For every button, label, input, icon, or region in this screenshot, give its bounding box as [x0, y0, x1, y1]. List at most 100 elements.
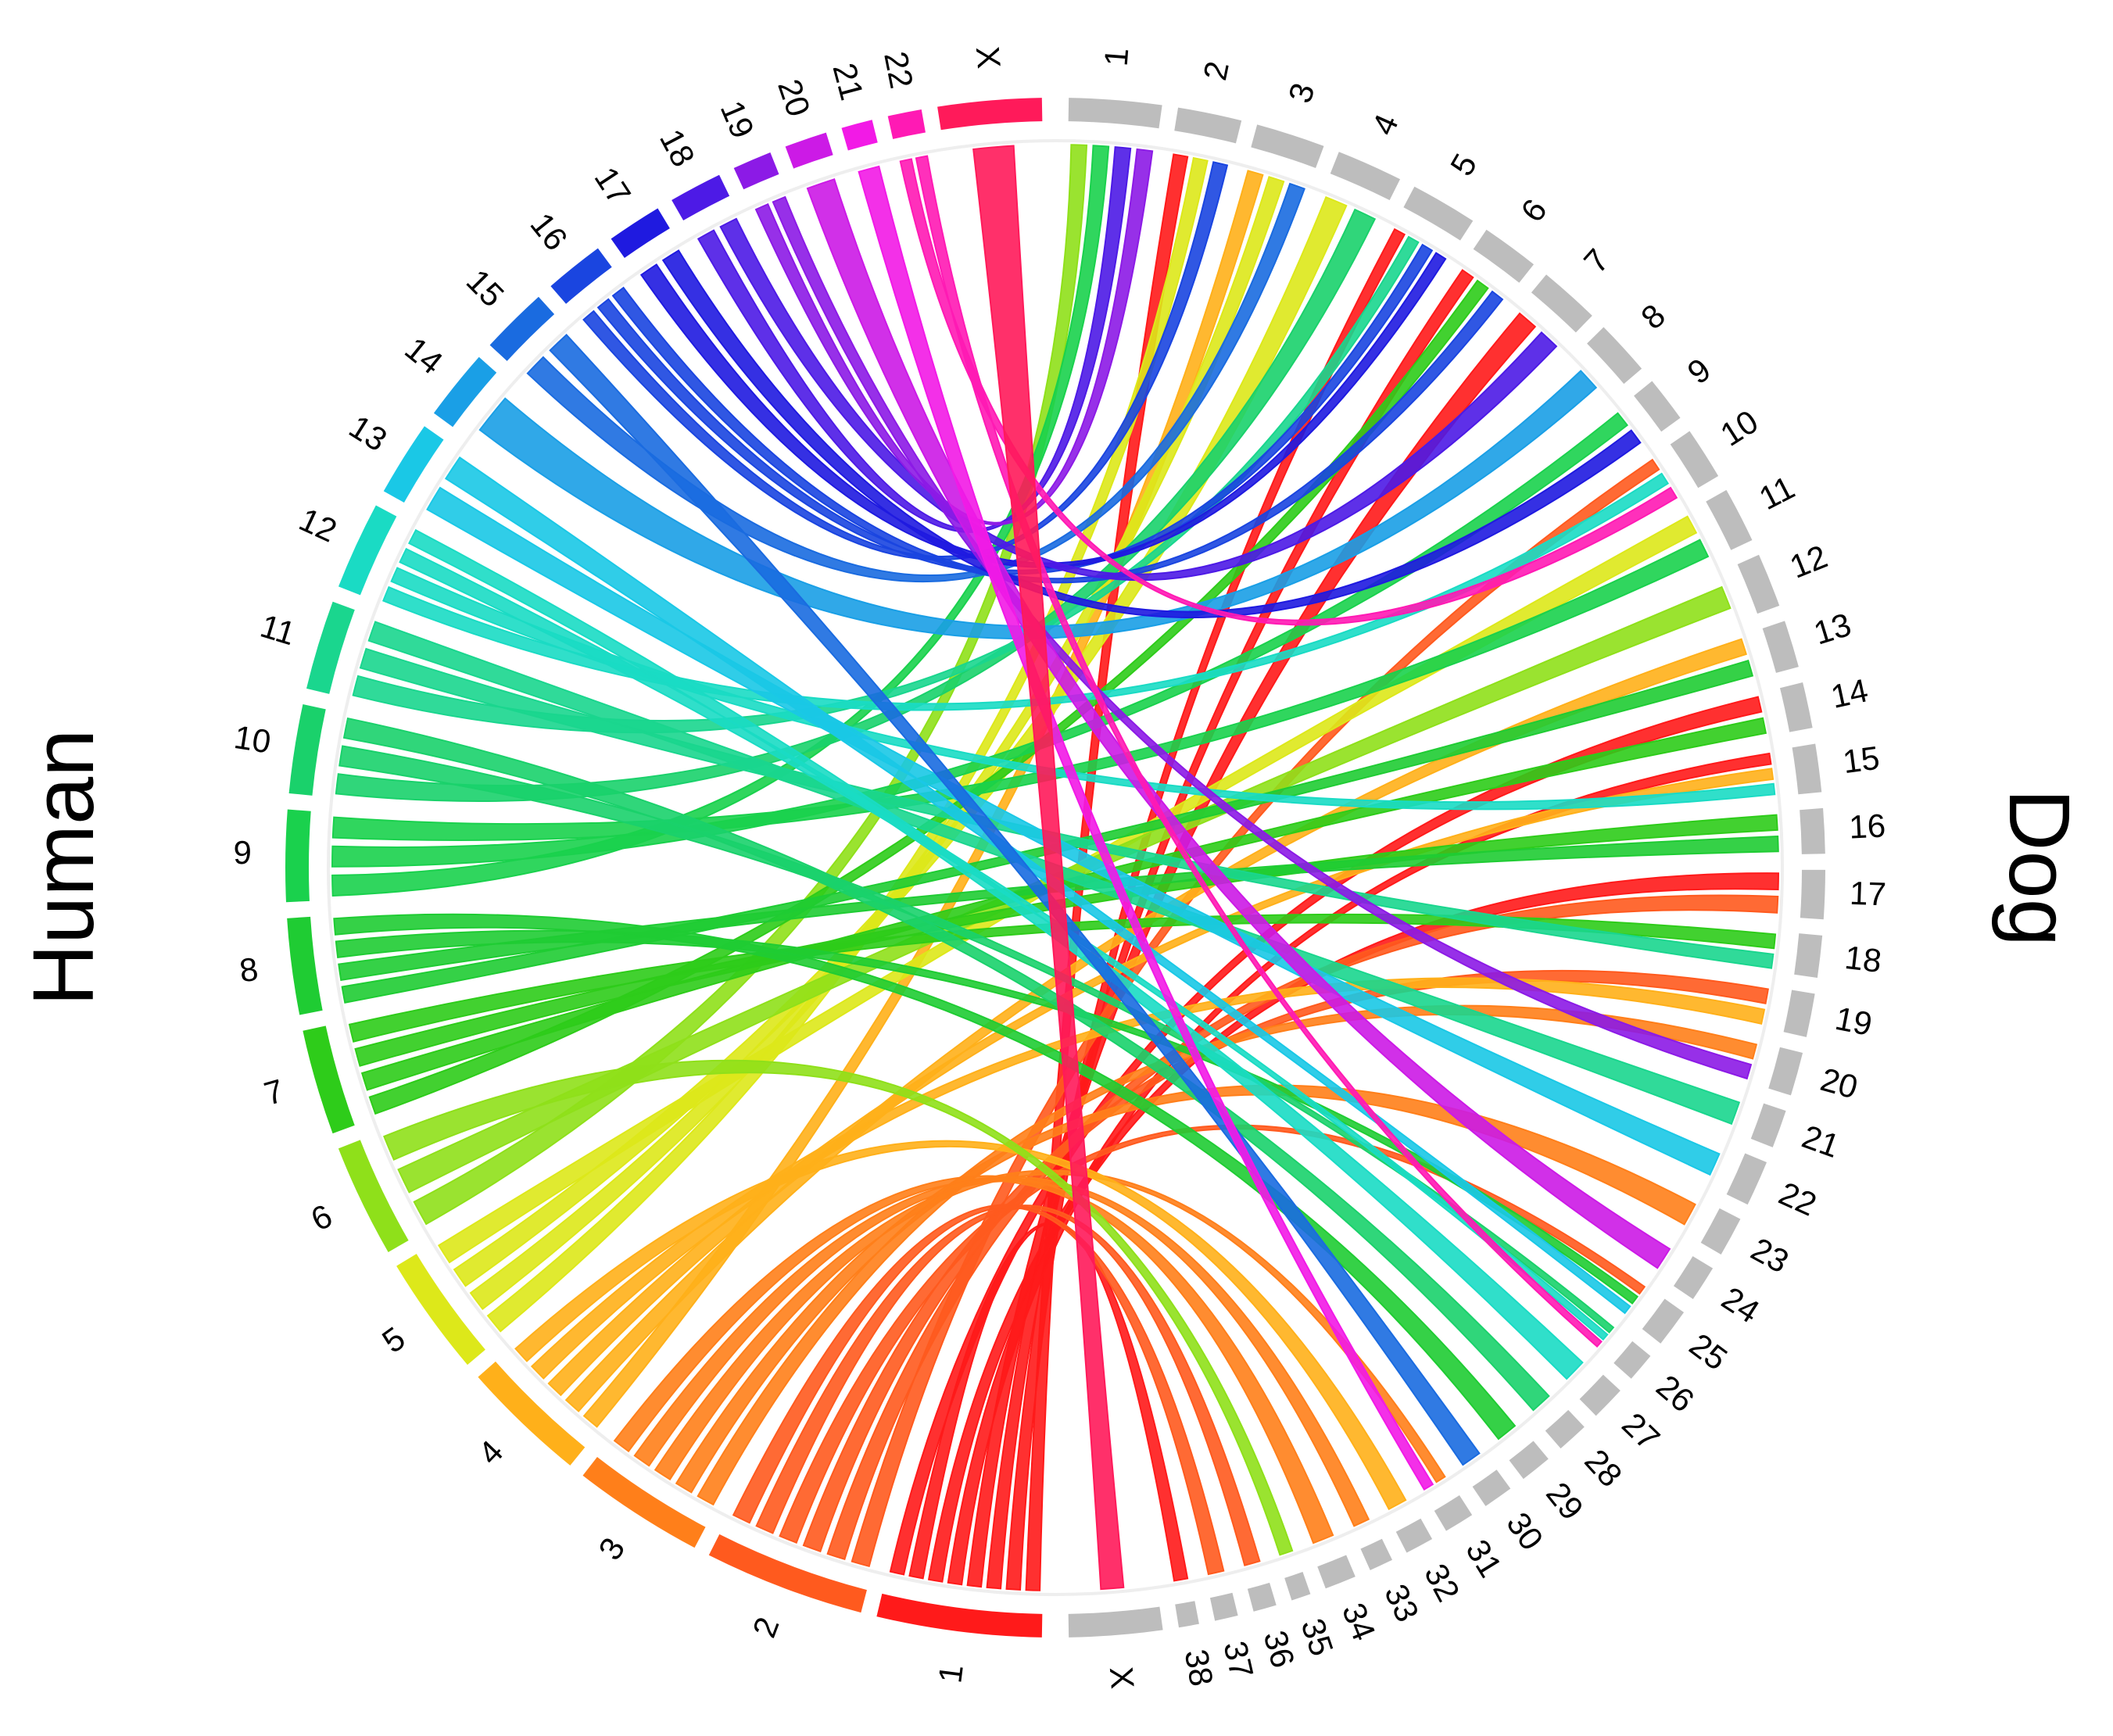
chromosome-arc	[1531, 274, 1592, 333]
chromosome-arc	[1509, 1441, 1549, 1480]
chromosome-arc	[338, 1140, 409, 1252]
chromosome-arc	[1473, 229, 1535, 283]
chromosome-arc	[887, 109, 926, 139]
link	[611, 286, 1504, 584]
chromosome-label: 19	[714, 95, 762, 143]
link	[972, 145, 1125, 1591]
chromosome-label: 10	[1714, 403, 1764, 453]
link	[755, 1204, 1261, 1566]
chromosome-arc	[1247, 1582, 1277, 1612]
group-label: Dog	[1991, 789, 2087, 947]
chromosome-label: 21	[1797, 1118, 1844, 1165]
chromosome-label: 4	[471, 1433, 510, 1471]
chromosome-arc	[733, 152, 779, 190]
chromosome-label: 16	[1848, 807, 1886, 845]
chromosome-arc	[433, 356, 497, 428]
chromosome-label: 1	[931, 1663, 970, 1685]
chromosome-arc	[1800, 869, 1825, 920]
chromosome-label: 6	[1513, 192, 1554, 229]
chromosome-arc	[937, 98, 1043, 131]
chromosome-label: 31	[1459, 1533, 1510, 1583]
chromosome-label: 2	[745, 1613, 786, 1642]
chromosome-label: 29	[1539, 1475, 1591, 1527]
chromosome-arc	[303, 1025, 355, 1134]
chromosome-arc	[1800, 807, 1825, 854]
chromosome-arc	[1706, 489, 1753, 550]
chromosome-arc	[396, 1254, 485, 1366]
chromosome-arc	[876, 1593, 1043, 1638]
link	[383, 1059, 1294, 1556]
chromosome-label: 11	[256, 607, 299, 653]
link	[582, 161, 1229, 561]
chromosome-arc	[1545, 1409, 1585, 1449]
link	[732, 1204, 1225, 1576]
chromosome-arc	[1737, 554, 1780, 614]
chromosome-arc	[338, 505, 397, 596]
chromosome-arc	[1762, 621, 1799, 673]
chromosome-label: 7	[1577, 242, 1617, 280]
chromosome-label: 11	[1753, 469, 1800, 517]
chromosome-label: 18	[1843, 939, 1883, 979]
chromosome-arc	[1700, 1208, 1741, 1255]
link	[514, 1140, 1407, 1511]
chromosome-arc	[1670, 431, 1719, 489]
chromosome-arc	[1251, 124, 1324, 168]
chromosome-arc	[1792, 743, 1822, 795]
chromosome-label: 37	[1216, 1638, 1260, 1681]
link	[407, 528, 1584, 1380]
chromosome-arc	[1284, 1572, 1311, 1601]
chromosome-label: X	[1103, 1666, 1141, 1691]
chromosome-label: 14	[1828, 671, 1871, 715]
chromosome-label: 14	[398, 330, 449, 381]
chromosome-arc	[1579, 1374, 1621, 1416]
link	[719, 217, 1558, 582]
link	[779, 1124, 1646, 1544]
chromosome-arc	[1642, 1298, 1685, 1344]
chromosome-arc	[1750, 1103, 1786, 1147]
chromosome-label: 35	[1294, 1614, 1340, 1660]
chromosome-arc	[1634, 381, 1681, 432]
chromosome-arc	[1395, 1518, 1433, 1553]
chromosome-arc	[1587, 327, 1642, 385]
chromosome-label: 22	[1774, 1175, 1822, 1223]
chromosome-label: 3	[1281, 78, 1322, 107]
chromosome-arc	[478, 1361, 586, 1466]
chromosome-label: 3	[591, 1531, 632, 1566]
chromosome-label: 21	[826, 59, 870, 104]
chromosome-arc	[1209, 1592, 1238, 1621]
chromosome-label: 8	[238, 950, 260, 990]
link	[335, 208, 1377, 802]
link	[397, 585, 1732, 1194]
link	[333, 913, 1517, 1441]
chromosome-arc	[1068, 1606, 1163, 1638]
chromosome-arc	[1783, 990, 1815, 1037]
chromosome-arc	[550, 248, 612, 304]
chromosome-label: 12	[294, 501, 342, 549]
chromosome-arc	[1779, 682, 1813, 732]
chromosome-label: 10	[231, 718, 273, 761]
chromosome-arc	[306, 601, 355, 694]
chromosome-arc	[1068, 98, 1162, 129]
chromosome-label: 20	[1817, 1061, 1862, 1106]
group-label: Human	[16, 729, 112, 1007]
chromosome-label: 5	[375, 1319, 411, 1360]
chromosome-arc	[1434, 1494, 1473, 1531]
chromosome-label: 5	[1443, 148, 1484, 182]
chromosome-arc	[1175, 1601, 1199, 1628]
link	[444, 456, 1631, 1315]
chromosome-label: 23	[1745, 1230, 1795, 1280]
chromosome-label: 22	[877, 48, 920, 91]
chromosome-label: 1	[1098, 46, 1136, 67]
link	[596, 243, 1434, 575]
link	[661, 249, 1642, 619]
chromosome-label: 8	[1634, 297, 1672, 336]
chromosome-label: 28	[1578, 1442, 1629, 1494]
chromosome-arc	[1768, 1047, 1803, 1096]
chromosome-label: 12	[1785, 538, 1832, 585]
inner-ring	[327, 139, 1784, 1596]
chromosome-label: 19	[1832, 1000, 1875, 1043]
chromosome-label: 30	[1499, 1505, 1550, 1556]
chromosome-arc	[611, 208, 670, 259]
